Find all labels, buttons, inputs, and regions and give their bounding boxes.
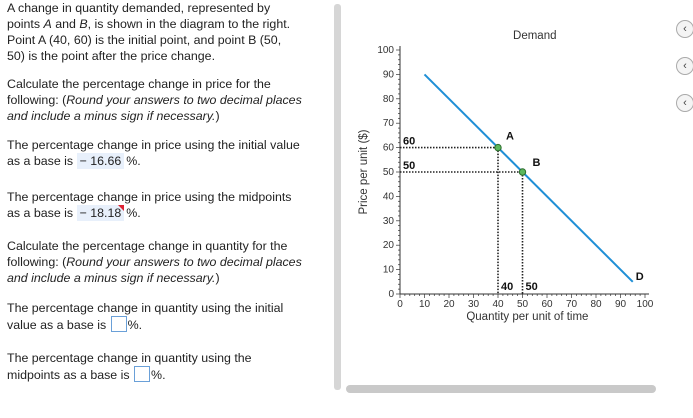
y-tick-label: 80 <box>383 94 395 105</box>
y-tick-label: 70 <box>383 118 395 129</box>
y-tick-label: 10 <box>383 265 395 276</box>
instruction-text: and include a minus sign if necessary. <box>7 109 216 123</box>
answer-price-initial[interactable]: − 16.66 <box>76 153 125 169</box>
y-tick-label: 30 <box>383 216 395 227</box>
x-tick-label: 100 <box>637 299 654 310</box>
problem-intro: A change in quantity demanded, represent… <box>7 0 290 64</box>
question-text: The percentage change in quantity using … <box>7 301 284 315</box>
guide-value-label: 40 <box>501 281 513 293</box>
y-tick-label: 60 <box>383 143 395 154</box>
point-label-a: A <box>506 131 514 143</box>
horizontal-scrollbar[interactable] <box>346 385 656 393</box>
chevron-icon[interactable]: ‹ <box>676 20 693 38</box>
guide-value-label: 50 <box>403 160 415 172</box>
question-text: The percentage change in price using the… <box>7 190 292 204</box>
x-tick-label: 10 <box>419 299 431 310</box>
answer-input-quantity-initial[interactable] <box>110 316 127 332</box>
x-tick-label: 30 <box>468 299 480 310</box>
percent-suffix: %. <box>127 318 143 332</box>
point-label-d: D <box>636 271 644 283</box>
y-tick-label: 50 <box>383 167 395 178</box>
question-text: The percentage change in quantity using … <box>7 351 252 365</box>
chevron-icon[interactable]: ‹ <box>676 94 693 112</box>
price-instruction: Calculate the percentage change in price… <box>7 76 302 124</box>
demand-series <box>423 73 634 283</box>
question-quantity-midpoint: The percentage change in quantity using … <box>7 350 252 383</box>
guide-value-label: 50 <box>526 281 538 293</box>
x-axis-label: Quantity per unit of time <box>466 311 588 323</box>
point-label-b: B <box>533 157 541 169</box>
percent-suffix: %. <box>126 206 141 220</box>
quantity-instruction: Calculate the percentage change in quant… <box>7 238 302 286</box>
intro-line-1: A change in quantity demanded, represent… <box>7 1 271 15</box>
x-tick-label: 60 <box>541 299 553 310</box>
instruction-text: following: ( <box>7 255 67 269</box>
question-quantity-initial: The percentage change in quantity using … <box>7 300 283 333</box>
question-text: value as a base is <box>7 318 107 332</box>
chart-title: Demand <box>513 30 556 42</box>
question-text: midpoints as a base is <box>7 368 130 382</box>
instruction-text: ) <box>215 109 220 123</box>
instruction-text: Calculate the percentage change in price… <box>7 77 271 91</box>
y-tick-label: 90 <box>383 69 395 80</box>
instruction-text: and include a minus sign if necessary. <box>7 271 216 285</box>
instruction-text: Calculate the percentage change in quant… <box>7 239 288 253</box>
question-text: The percentage change in price using the… <box>7 138 300 152</box>
y-tick-label: 40 <box>383 191 395 202</box>
demand-line <box>423 73 634 283</box>
y-tick-label: 100 <box>377 45 394 56</box>
answer-price-midpoint[interactable]: − 18.18 <box>76 205 125 221</box>
instruction-text: ) <box>215 271 220 285</box>
x-tick-label: 20 <box>443 299 455 310</box>
x-tick-label: 40 <box>492 299 504 310</box>
point-a <box>494 143 502 152</box>
question-text: as a base is <box>7 154 74 168</box>
instruction-text: following: ( <box>7 93 67 107</box>
demand-chart: Demand Price per unit ($) Quantity per u… <box>358 30 654 323</box>
instruction-text: Round your answers to two decimal places <box>66 255 302 269</box>
x-tick-label: 90 <box>615 299 627 310</box>
x-tick-label: 50 <box>517 299 529 310</box>
question-price-midpoint: The percentage change in price using the… <box>7 189 291 221</box>
percent-suffix: %. <box>151 368 166 382</box>
y-tick-label: 20 <box>383 240 395 251</box>
chart-points: A B D <box>494 131 644 283</box>
guide-lines: 60 50 40 50 <box>400 136 538 294</box>
x-tick-label: 0 <box>397 299 403 310</box>
chevron-icon[interactable]: ‹ <box>676 57 693 75</box>
guide-value-label: 60 <box>403 136 415 148</box>
question-price-initial: The percentage change in price using the… <box>7 137 300 169</box>
x-tick-label: 70 <box>566 299 578 310</box>
answer-input-quantity-midpoint[interactable] <box>134 366 151 382</box>
point-b <box>518 168 527 176</box>
intro-line-2: points A and B, is shown in the diagram … <box>7 17 291 31</box>
question-text: as a base is <box>7 206 74 220</box>
y-tick-label: 0 <box>388 289 394 300</box>
intro-line-4: 50) is the point after the price change. <box>7 49 216 63</box>
percent-suffix: %. <box>126 154 141 168</box>
intro-line-3: Point A (40, 60) is the initial point, a… <box>7 33 282 47</box>
panel-divider-scrollbar[interactable] <box>334 4 341 390</box>
instruction-text: Round your answers to two decimal places <box>66 93 302 107</box>
y-axis-label: Price per unit ($) <box>358 129 370 214</box>
x-tick-label: 80 <box>590 299 602 310</box>
